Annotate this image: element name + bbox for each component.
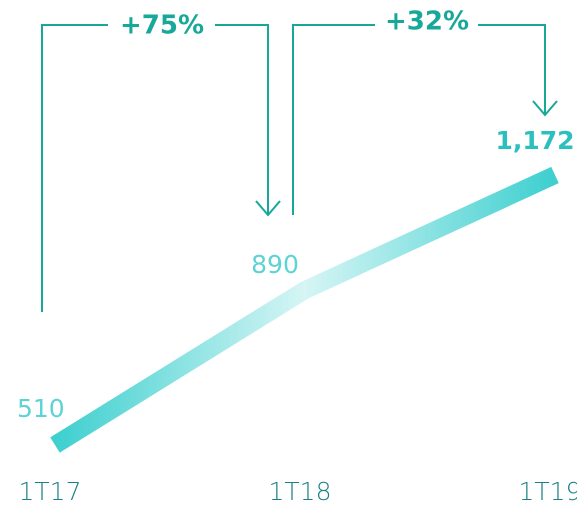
bracket (292, 24, 558, 215)
bracket (41, 24, 281, 312)
x-tick-label: 1T18 (269, 477, 332, 506)
data-label: 1,172 (495, 126, 574, 155)
data-label: 890 (251, 250, 299, 279)
annotation: +75% (120, 11, 204, 41)
data-label: 510 (17, 394, 65, 423)
line (50, 166, 559, 453)
annotation: +32% (385, 7, 469, 37)
x-tick-label: 1T19 (519, 477, 577, 506)
x-tick-label: 1T17 (19, 477, 82, 506)
